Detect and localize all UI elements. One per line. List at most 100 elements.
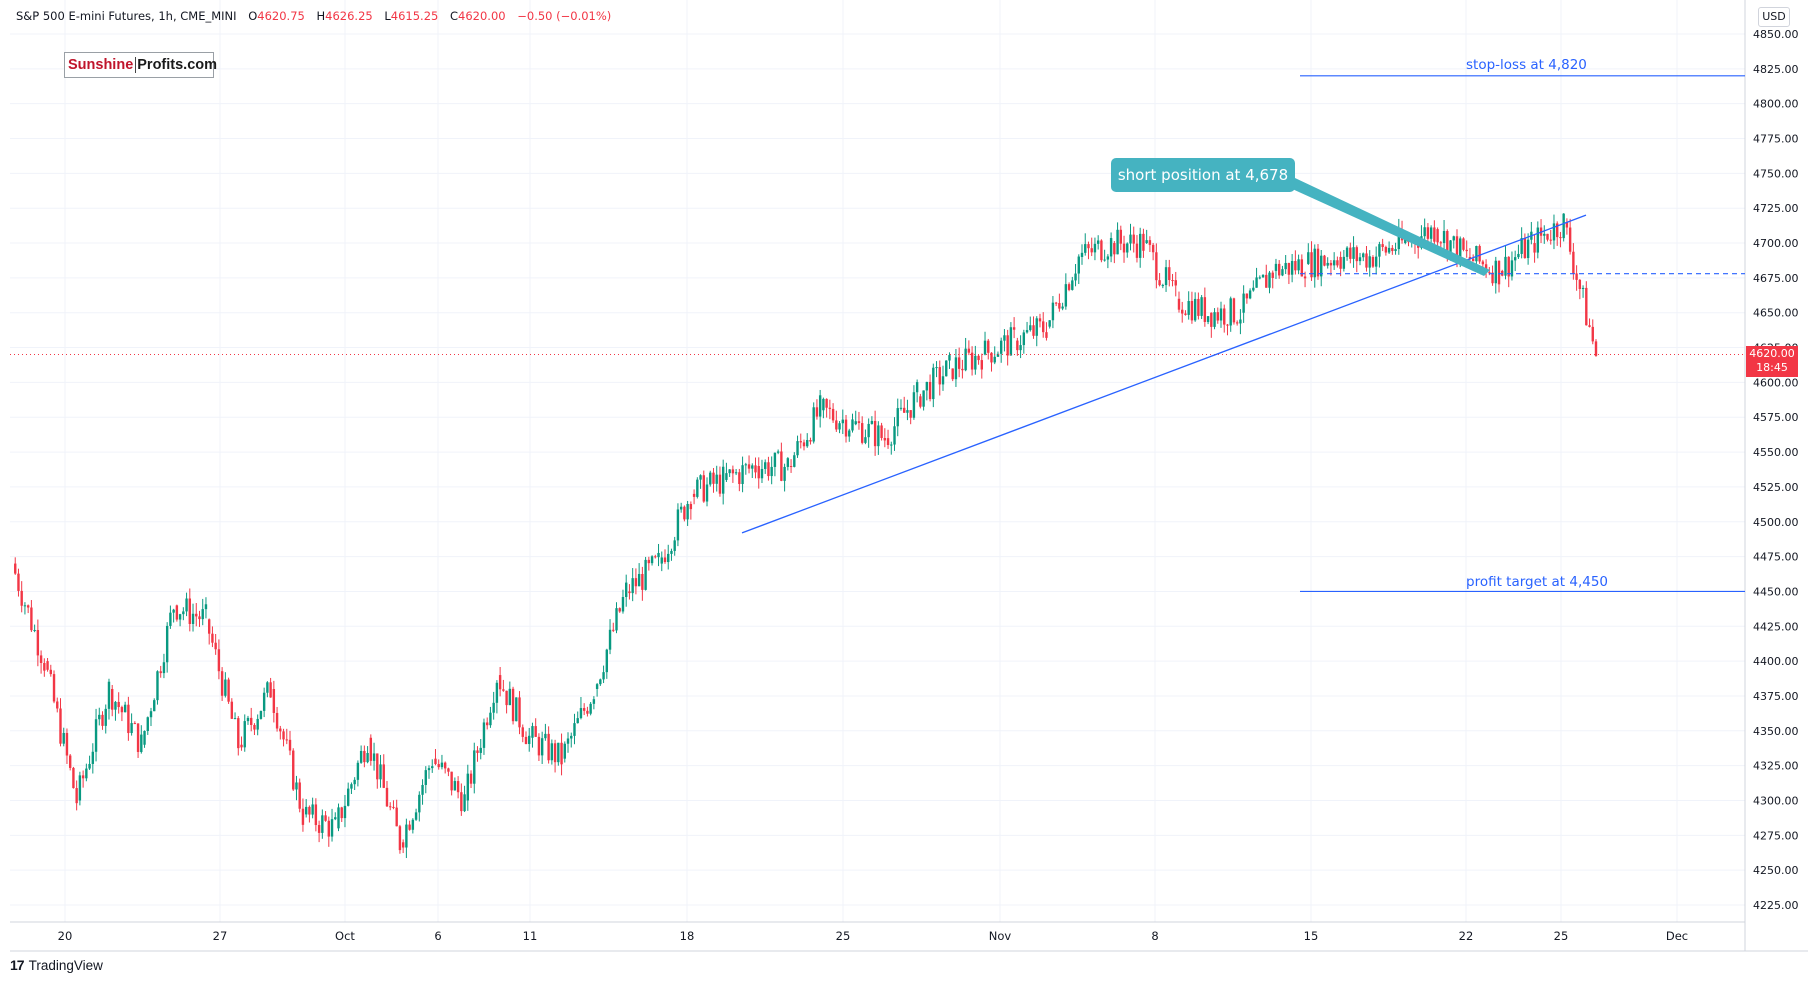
candle-body-250 xyxy=(822,398,825,411)
candle-body-247 xyxy=(812,407,815,442)
candle-body-312 xyxy=(1022,332,1026,346)
candle-body-93 xyxy=(314,804,318,826)
candle-body-182 xyxy=(602,672,605,680)
candle-body-467 xyxy=(1523,238,1527,259)
candle-body-269 xyxy=(883,438,887,441)
candle-body-24 xyxy=(91,751,95,764)
candle-body-479 xyxy=(1562,213,1565,239)
candle-body-58 xyxy=(201,609,204,620)
candle-body-347 xyxy=(1135,243,1139,258)
candle-body-342 xyxy=(1119,229,1122,244)
candle-body-275 xyxy=(903,407,906,413)
candle-body-7 xyxy=(36,630,40,656)
candle-body-242 xyxy=(796,441,799,456)
candle-body-205 xyxy=(676,509,680,541)
candle-body-289 xyxy=(948,355,951,361)
short-position-callout[interactable]: short position at 4,678 xyxy=(1111,158,1295,192)
y-tick-label-0: 4850.00 xyxy=(1753,28,1799,41)
candle-body-264 xyxy=(867,423,870,438)
candle-body-125 xyxy=(418,794,421,813)
candle-body-280 xyxy=(919,396,922,407)
candle-body-417 xyxy=(1362,253,1365,258)
candle-body-442 xyxy=(1442,231,1446,244)
candle-body-49 xyxy=(172,609,175,613)
x-tick-label-0: 20 xyxy=(58,929,73,943)
candle-body-136 xyxy=(453,781,457,791)
y-tick-label-13: 4525.00 xyxy=(1753,481,1799,494)
candle-body-103 xyxy=(346,788,350,806)
candle-body-192 xyxy=(634,578,638,587)
candle-body-485 xyxy=(1581,287,1585,289)
candle-body-200 xyxy=(660,557,663,564)
candle-body-206 xyxy=(679,506,683,510)
y-tick-label-1: 4825.00 xyxy=(1753,63,1799,76)
candle-body-450 xyxy=(1468,256,1472,259)
candle-body-440 xyxy=(1436,229,1439,243)
candle-body-131 xyxy=(437,764,440,768)
candle-body-107 xyxy=(359,750,363,763)
candle-body-230 xyxy=(757,466,760,479)
candle-body-148 xyxy=(492,702,495,713)
candle-body-156 xyxy=(518,697,521,728)
candle-body-285 xyxy=(935,367,938,369)
candle-body-79 xyxy=(269,682,272,698)
candle-body-204 xyxy=(673,540,676,551)
y-tick-label-11: 4575.00 xyxy=(1753,411,1799,424)
stop-loss-label[interactable]: stop-loss at 4,820 xyxy=(1466,57,1587,73)
candle-body-35 xyxy=(127,704,130,734)
candle-body-164 xyxy=(544,733,547,739)
candle-body-316 xyxy=(1035,318,1038,336)
candle-body-37 xyxy=(133,723,137,725)
tradingview-branding[interactable]: 17 TradingView xyxy=(10,957,103,973)
candle-body-47 xyxy=(165,625,169,663)
candle-body-418 xyxy=(1365,253,1368,268)
candle-body-129 xyxy=(431,766,434,769)
candle-body-461 xyxy=(1504,256,1507,276)
candle-body-185 xyxy=(612,629,615,631)
currency-button[interactable]: USD xyxy=(1758,7,1790,27)
candlestick-series xyxy=(14,213,1598,859)
candle-body-134 xyxy=(447,768,450,772)
candle-body-393 xyxy=(1284,262,1287,270)
candle-body-78 xyxy=(266,682,269,693)
candle-body-113 xyxy=(379,764,382,780)
candle-body-344 xyxy=(1126,243,1129,253)
candle-body-176 xyxy=(582,708,586,711)
candle-body-34 xyxy=(123,704,127,713)
candle-body-384 xyxy=(1255,277,1258,288)
candle-body-109 xyxy=(366,752,369,763)
candle-body-302 xyxy=(990,352,993,363)
candle-body-348 xyxy=(1138,233,1142,258)
candle-body-71 xyxy=(243,721,246,748)
candle-body-101 xyxy=(340,807,343,819)
candle-body-327 xyxy=(1071,280,1074,290)
candle-body-486 xyxy=(1585,287,1588,326)
candle-body-38 xyxy=(136,723,140,752)
candle-body-307 xyxy=(1006,335,1009,356)
candle-body-267 xyxy=(877,425,880,447)
symbol-title: S&P 500 E-mini Futures, 1h, CME_MINI xyxy=(16,9,237,23)
candle-body-23 xyxy=(88,763,91,769)
candle-body-396 xyxy=(1294,261,1297,271)
candle-body-119 xyxy=(398,826,402,851)
candle-body-297 xyxy=(974,355,977,370)
candle-body-210 xyxy=(692,493,696,497)
candle-body-421 xyxy=(1374,256,1378,267)
candle-body-481 xyxy=(1568,227,1572,252)
profit-target-label[interactable]: profit target at 4,450 xyxy=(1466,574,1609,590)
candle-body-309 xyxy=(1012,327,1016,330)
candle-body-284 xyxy=(932,367,935,400)
candle-body-50 xyxy=(175,605,179,620)
candle-body-144 xyxy=(479,747,482,753)
candle-body-443 xyxy=(1446,231,1449,255)
candle-body-53 xyxy=(185,598,188,612)
candle-body-141 xyxy=(469,773,473,784)
candle-body-157 xyxy=(521,727,524,737)
candle-body-317 xyxy=(1038,318,1042,322)
candle-body-292 xyxy=(957,357,961,369)
candle-body-73 xyxy=(250,717,253,725)
candle-body-463 xyxy=(1510,260,1514,277)
candle-body-188 xyxy=(621,596,625,612)
candle-body-448 xyxy=(1462,238,1465,250)
